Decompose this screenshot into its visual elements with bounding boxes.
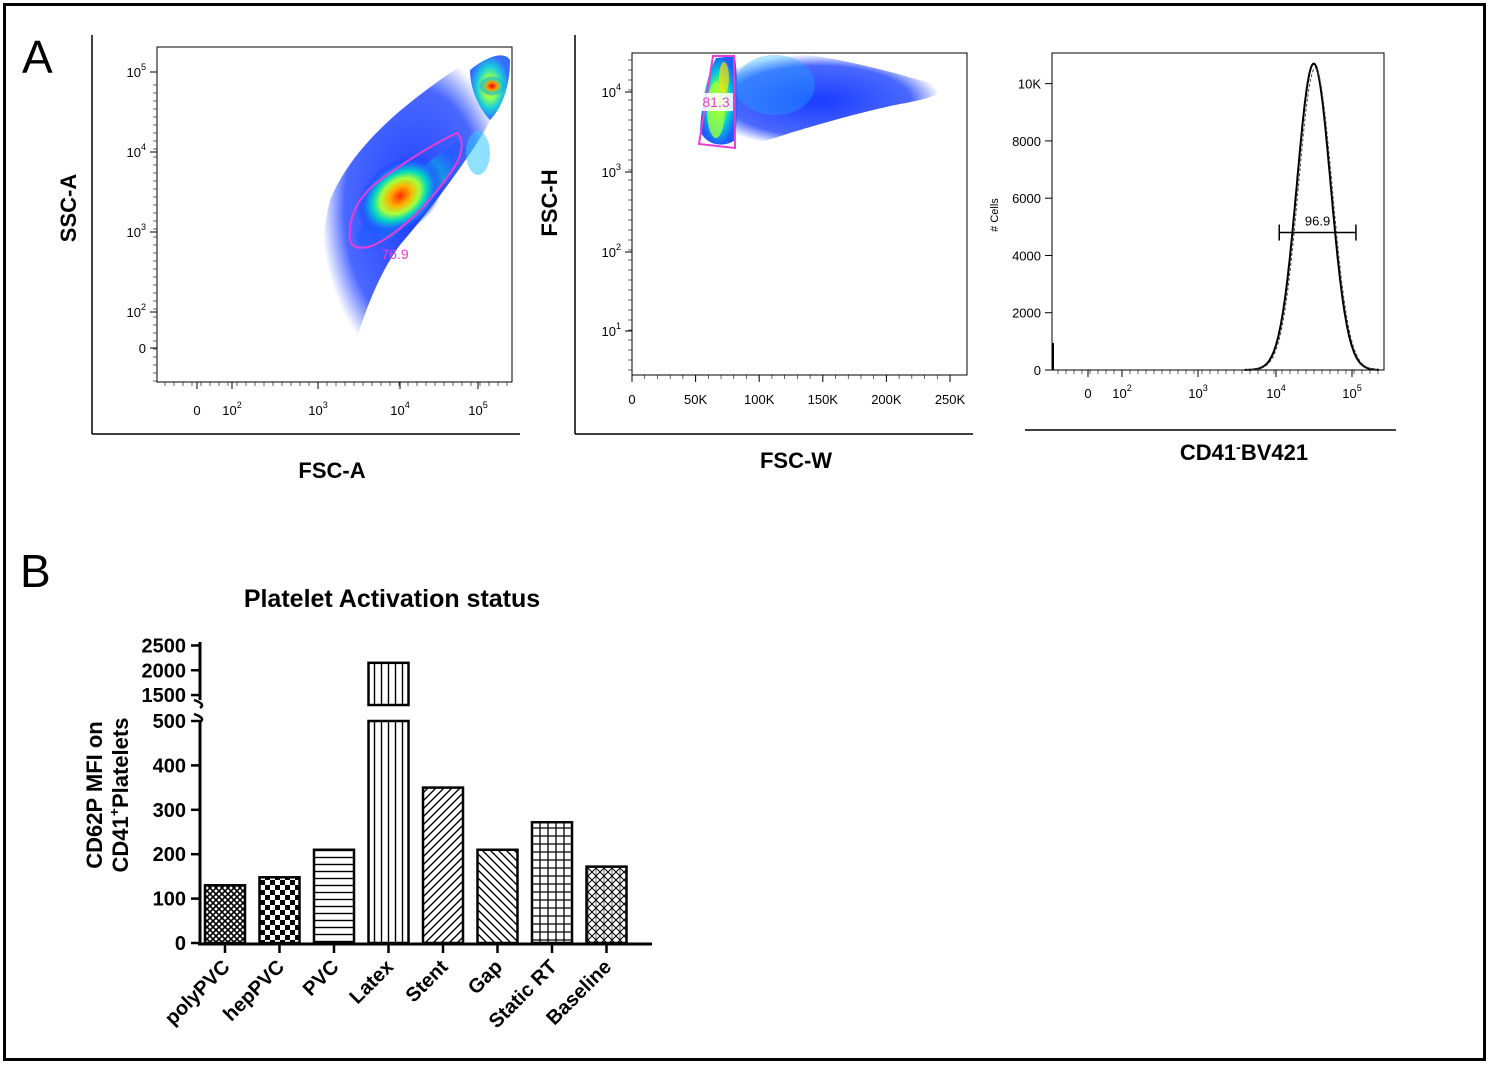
a3-plot-box [1051,52,1385,371]
a2-gate-value-bg [699,93,733,111]
a2-x-tick-label: 0 [628,392,635,407]
a2-y-tick-label: 102 [601,242,621,260]
b-y-tick-label: 100 [153,889,186,911]
b-y-tick-label: 300 [153,800,186,822]
a1-y-tick-label: 103 [126,222,146,240]
b-y-tick-label: 400 [153,755,186,777]
a3-y-tick-label: 0 [1034,363,1041,378]
a1-y-tick-label: 104 [126,142,146,160]
a3-y-tick-label: 2000 [1012,306,1041,321]
b-y-tick-label-upper: 1500 [142,685,187,707]
a3-x-tick-label: 103 [1188,383,1208,401]
a1-y-axis-label: SSC-A [56,174,81,243]
b-y-axis-label-line1: CD62P MFI on [82,721,107,869]
a2-y-tick-label: 101 [601,321,621,339]
a1-x-tick-label: 104 [390,400,410,418]
a1-x-tick-label: 103 [308,400,328,418]
b-bar-stent [421,786,465,945]
a3-x-tick-label: 105 [1342,383,1362,401]
b-bar-static-rt [530,820,574,945]
a2-x-tick-label: 250K [935,392,966,407]
a2-x-tick-label: 50K [684,392,707,407]
a1-x-tick-label: 105 [468,400,488,418]
b-x-tick-label: Gap [464,956,507,999]
panel-a-label: A [22,31,53,83]
a3-histogram-curve-overlay [1246,67,1381,371]
b-chart-title: Platelet Activation status [244,585,540,613]
a3-y-axis-label: # Cells [989,198,1001,232]
panel-b-label: B [20,545,51,597]
figure-frame [3,3,1486,1061]
b-bar-pvc [312,848,356,945]
a3-y-tick-label: 6000 [1012,191,1041,206]
a2-x-tick-label: 150K [808,392,839,407]
a1-gate [348,131,463,249]
a3-x-tick-label: 102 [1112,383,1132,401]
b-bar-latex [367,719,410,945]
b-y-tick-label: 0 [175,933,186,955]
a2-x-axis-label: FSC-W [760,448,832,473]
panel-a2-plot: 81.3 101 102 103 104 0 50K 100K 150K 200K 250K F… [537,35,973,473]
a3-histogram-curve [1244,62,1379,371]
a2-gate-value: 81.3 [702,94,729,110]
panel-a1-plot: 76.9 0 102 103 104 105 0 102 103 104 105 SSC-A F… [56,35,520,483]
a1-y-tick-label: 102 [126,302,146,320]
panel-b-bar-chart: Platelet Activation status CD62P MFI on … [82,585,652,1033]
a2-x-tick-label: 200K [871,392,902,407]
b-axis-break-upper [193,698,204,710]
a2-gate [697,55,737,150]
a3-x-axis-label: CD41-BV421 [1180,439,1308,465]
b-y-tick-label: 500 [153,711,186,733]
b-bar-heppvc [258,876,301,945]
b-x-tick-label: Latex [346,956,399,1009]
a3-x-tick-label: 0 [1084,386,1091,401]
b-x-tick-label: polyPVC [161,956,235,1030]
a1-x-axis-label: FSC-A [298,458,365,483]
b-x-tick-label: PVC [299,956,344,1001]
b-bar-polypvc [203,884,247,945]
a1-x-tick-label: 102 [222,400,242,418]
b-y-tick-label-upper: 2000 [142,660,187,682]
b-y-tick-label-upper: 2500 [142,635,187,657]
a1-density-cloud [321,48,510,370]
b-bar-latex-upper [367,661,410,707]
b-x-tick-label: hepPVC [219,956,289,1026]
b-y-tick-label: 200 [153,844,186,866]
a1-y-tick-label: 0 [139,341,146,356]
a3-y-tick-label: 10K [1018,77,1041,92]
a3-y-tick-label: 8000 [1012,134,1041,149]
a2-y-tick-label: 104 [601,82,621,100]
a2-y-axis-label: FSC-H [537,169,562,236]
a3-gate-value: 96.9 [1305,214,1330,229]
b-y-axis-label-line2: CD41+Platelets [106,718,133,873]
a1-gate-value: 76.9 [381,246,408,262]
a3-x-tick-label: 104 [1266,383,1286,401]
b-x-tick-label: Stent [402,956,453,1007]
a2-y-tick-label: 103 [601,162,621,180]
a2-x-tick-label: 100K [744,392,775,407]
b-bar-gap [476,848,519,945]
b-axis-break-lower [193,712,204,724]
a1-y-tick-label: 105 [126,62,146,80]
a1-x-tick-label: 0 [193,403,200,418]
b-bar-baseline [585,865,628,945]
a3-y-tick-label: 4000 [1012,248,1041,263]
